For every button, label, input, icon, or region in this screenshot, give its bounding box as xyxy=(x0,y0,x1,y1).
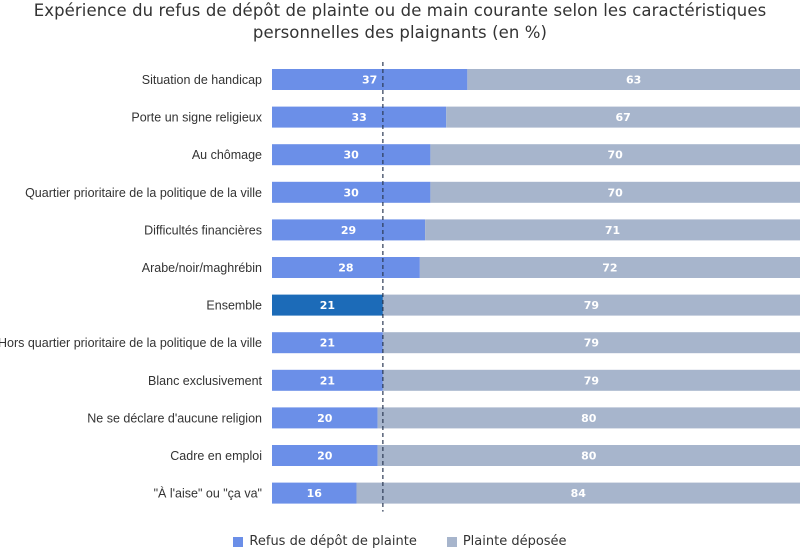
bar-plainte xyxy=(382,332,800,354)
legend-swatch-plainte xyxy=(446,536,457,547)
data-label-plainte: 72 xyxy=(602,262,617,275)
legend-swatch-refus xyxy=(233,536,244,547)
data-label-plainte: 67 xyxy=(615,111,630,124)
bar-plainte xyxy=(382,369,800,391)
category-label: "À l'aise" ou "ça va" xyxy=(154,486,262,501)
data-label-refus: 21 xyxy=(320,299,335,312)
category-label: Au chômage xyxy=(192,148,262,162)
data-label-refus: 30 xyxy=(344,149,360,162)
bar-plainte xyxy=(377,407,800,429)
category-label: Cadre en emploi xyxy=(170,449,262,463)
bar-refus xyxy=(272,144,431,166)
bar-refus xyxy=(272,369,383,391)
data-label-plainte: 80 xyxy=(581,412,597,425)
category-label: Situation de handicap xyxy=(142,73,262,87)
bar-plainte xyxy=(430,144,800,166)
category-label: Arabe/noir/maghrébin xyxy=(142,261,262,275)
data-label-refus: 20 xyxy=(317,450,333,463)
data-label-refus: 30 xyxy=(344,186,360,199)
data-label-plainte: 80 xyxy=(581,450,597,463)
bar-refus xyxy=(272,482,357,504)
data-label-refus: 21 xyxy=(320,374,335,387)
data-label-refus: 16 xyxy=(307,487,323,500)
data-label-refus: 33 xyxy=(351,111,366,124)
category-label: Ensemble xyxy=(206,299,262,313)
chart-title: Expérience du refus de dépôt de plainte … xyxy=(0,0,800,44)
bar-refus xyxy=(272,181,431,203)
bar-plainte xyxy=(419,257,800,278)
category-label: Quartier prioritaire de la politique de … xyxy=(25,186,262,200)
bar-refus xyxy=(272,219,426,241)
chart-title-line-2: personnelles des plaignants (en %) xyxy=(252,23,548,42)
bar-refus xyxy=(272,294,383,316)
bar-refus xyxy=(272,407,378,429)
data-label-plainte: 70 xyxy=(608,149,624,162)
bar-plainte xyxy=(467,69,800,90)
category-label: Hors quartier prioritaire de la politiqu… xyxy=(0,336,262,350)
bar-plainte xyxy=(377,445,800,466)
bar-plainte xyxy=(425,219,800,241)
category-label: Blanc exclusivement xyxy=(148,374,262,388)
bar-plainte xyxy=(382,294,800,316)
data-label-plainte: 79 xyxy=(584,299,599,312)
data-label-plainte: 79 xyxy=(584,374,599,387)
bar-refus xyxy=(272,445,378,466)
category-label: Difficultés financières xyxy=(144,223,262,237)
data-label-plainte: 71 xyxy=(605,224,620,237)
legend: Refus de dépôt de plainte Plainte déposé… xyxy=(0,534,800,549)
category-label: Porte un signe religieux xyxy=(131,111,262,125)
bar-refus xyxy=(272,332,383,354)
data-label-plainte: 79 xyxy=(584,337,599,350)
bar-plainte xyxy=(430,181,800,203)
legend-item-refus: Refus de dépôt de plainte xyxy=(233,534,417,549)
data-label-plainte: 84 xyxy=(571,487,587,500)
data-label-plainte: 70 xyxy=(608,186,624,199)
data-label-refus: 20 xyxy=(317,412,333,425)
legend-label-plainte: Plainte déposée xyxy=(462,534,567,549)
data-label-plainte: 63 xyxy=(626,74,641,87)
data-label-refus: 29 xyxy=(341,224,356,237)
data-label-refus: 28 xyxy=(338,262,353,275)
bar-refus xyxy=(272,106,447,128)
legend-item-plainte: Plainte déposée xyxy=(446,534,567,549)
data-label-refus: 21 xyxy=(320,337,335,350)
data-label-refus: 37 xyxy=(362,74,377,87)
bar-plainte xyxy=(446,106,800,128)
category-label: Ne se déclare d'aucune religion xyxy=(87,411,262,425)
bar-refus xyxy=(272,69,468,90)
legend-label-refus: Refus de dépôt de plainte xyxy=(249,534,417,549)
chart-title-line-1: Expérience du refus de dépôt de plainte … xyxy=(33,1,767,20)
bar-plainte xyxy=(356,482,800,504)
